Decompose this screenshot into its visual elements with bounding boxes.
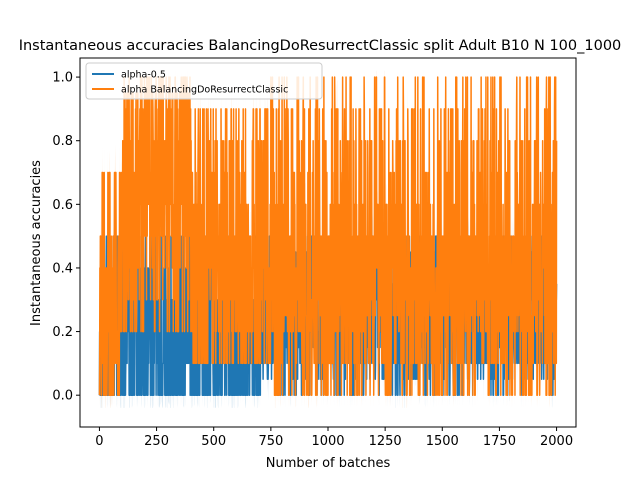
x-tick-label: 1250 [369, 434, 402, 449]
x-axis: 0 250 500 750 1000 1250 1500 1750 2000 [95, 427, 573, 449]
y-axis: 0.0 0.2 0.4 0.6 0.8 1.0 [52, 71, 80, 404]
legend: alpha-0.5 alpha BalancingDoResurrectClas… [85, 62, 323, 100]
x-tick-label: 0 [95, 434, 103, 449]
x-tick-label: 1500 [426, 434, 459, 449]
legend-box [85, 62, 323, 100]
x-tick-label: 2000 [540, 434, 573, 449]
x-tick-label: 1750 [483, 434, 516, 449]
x-tick-label: 250 [144, 434, 169, 449]
x-tick-label: 1000 [311, 434, 344, 449]
y-tick-label: 0.6 [52, 198, 73, 213]
x-tick-label: 750 [258, 434, 283, 449]
x-axis-label: Number of batches [266, 456, 391, 471]
y-tick-label: 0.0 [52, 389, 73, 404]
legend-label-alpha-0.5: alpha-0.5 [121, 70, 166, 81]
x-tick-label: 500 [201, 434, 226, 449]
series-line-balancing [98, 76, 558, 396]
chart-title: Instantaneous accuracies BalancingDoResu… [19, 38, 622, 54]
y-tick-label: 1.0 [52, 71, 73, 86]
y-tick-label: 0.8 [52, 134, 73, 149]
series-lines [98, 76, 558, 396]
y-tick-label: 0.4 [52, 261, 73, 276]
y-tick-label: 0.2 [52, 325, 73, 340]
legend-label-balancing: alpha BalancingDoResurrectClassic [121, 85, 288, 96]
y-axis-label: Instantaneous accuracies [29, 160, 44, 326]
